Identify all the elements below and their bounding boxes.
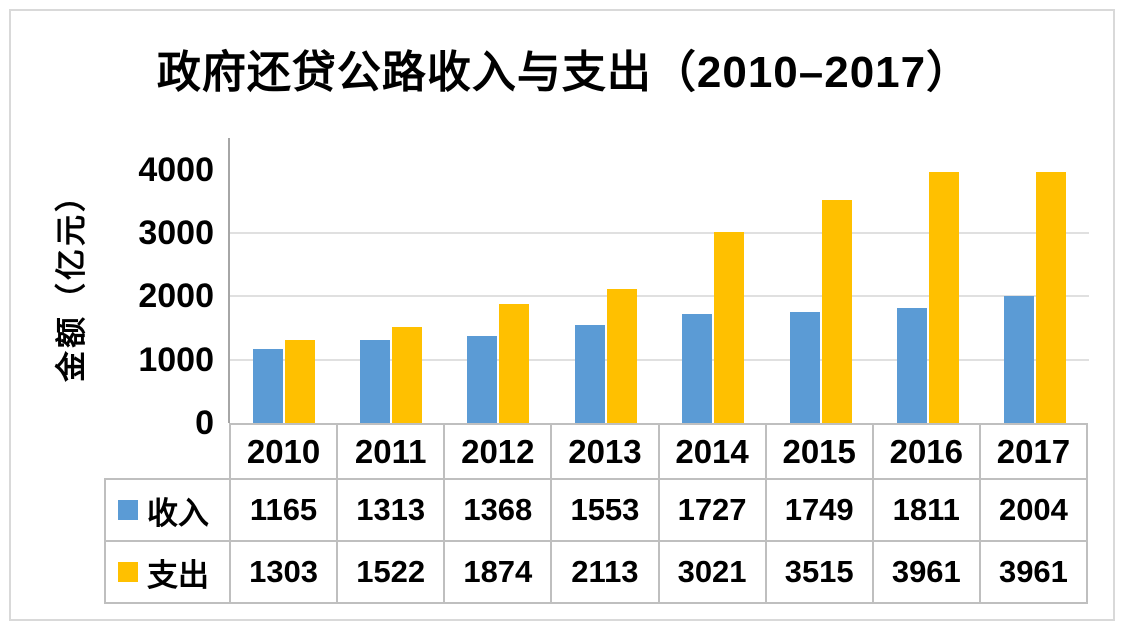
income-value-2011: 1313 [336,478,446,542]
year-cell-2015: 2015 [764,423,874,480]
gridline-3000 [230,232,1089,234]
legend-income: 收入 [104,478,231,542]
bar-expense-2011 [392,327,422,423]
legend-expense-inner: 支出 [106,550,229,595]
bar-income-2016 [897,308,927,423]
bar-income-2015 [790,312,820,423]
income-value-2016: 1811 [871,478,981,542]
legend-expense: 支出 [104,540,231,604]
expense-value-2016: 3961 [871,540,981,604]
y-tick-label-1000: 1000 [138,341,214,379]
year-cell-2013: 2013 [550,423,660,480]
expense-value-2014: 3021 [657,540,767,604]
bar-income-2012 [467,336,497,423]
expense-value-2013: 2113 [550,540,660,604]
y-tick-label-3000: 3000 [138,214,214,252]
income-value-2017: 2004 [978,478,1089,542]
table-corner-cell [105,424,230,479]
bar-income-2010 [253,349,283,423]
bar-expense-2010 [285,340,315,423]
income-value-2012: 1368 [443,478,553,542]
year-cell-2010: 2010 [228,423,339,480]
bar-expense-2014 [714,232,744,423]
data-table: 2010 2011 2012 2013 2014 2015 2016 2017 收入 1165 13… [104,423,1089,604]
expense-value-2017: 3961 [978,540,1089,604]
expense-value-2012: 1874 [443,540,553,604]
year-cell-2012: 2012 [443,423,553,480]
year-cell-2011: 2011 [336,423,446,480]
series-row-expense: 支出 1303 1522 1874 2113 3021 3515 3961 3961 [104,540,1089,604]
chart-title: 政府还贷公路收入与支出（2010–2017） [156,48,972,97]
legend-income-inner: 收入 [106,488,229,533]
income-value-2015: 1749 [764,478,874,542]
y-tick-label-0: 0 [195,404,214,442]
income-value-2014: 1727 [657,478,767,542]
year-cell-2017: 2017 [978,423,1089,480]
year-cell-2016: 2016 [871,423,981,480]
bar-income-2017 [1004,296,1034,423]
y-tick-label-4000: 4000 [138,151,214,189]
y-axis-title: 金额（亿元） [54,178,89,382]
bar-expense-2015 [822,200,852,423]
bar-income-2014 [682,314,712,423]
bar-expense-2017 [1036,172,1066,423]
series-row-income: 收入 1165 1313 1368 1553 1727 1749 1811 2004 [104,478,1089,542]
bar-expense-2012 [499,304,529,423]
income-value-2013: 1553 [550,478,660,542]
expense-value-2010: 1303 [228,540,339,604]
gridline-1000 [230,359,1089,361]
gridline-2000 [230,295,1089,297]
plot-area [228,138,1089,423]
bar-income-2011 [360,340,390,423]
year-header-row: 2010 2011 2012 2013 2014 2015 2016 2017 [105,423,1089,480]
bar-expense-2016 [929,172,959,423]
legend-label-income: 收入 [147,495,209,531]
legend-swatch-expense [118,562,138,582]
expense-value-2015: 3515 [764,540,874,604]
bar-expense-2013 [607,289,637,423]
year-cell-2014: 2014 [657,423,767,480]
expense-value-2011: 1522 [336,540,446,604]
bar-income-2013 [575,325,605,423]
y-tick-label-2000: 2000 [138,277,214,315]
legend-swatch-income [118,500,138,520]
income-value-2010: 1165 [228,478,339,542]
legend-label-expense: 支出 [147,557,209,593]
